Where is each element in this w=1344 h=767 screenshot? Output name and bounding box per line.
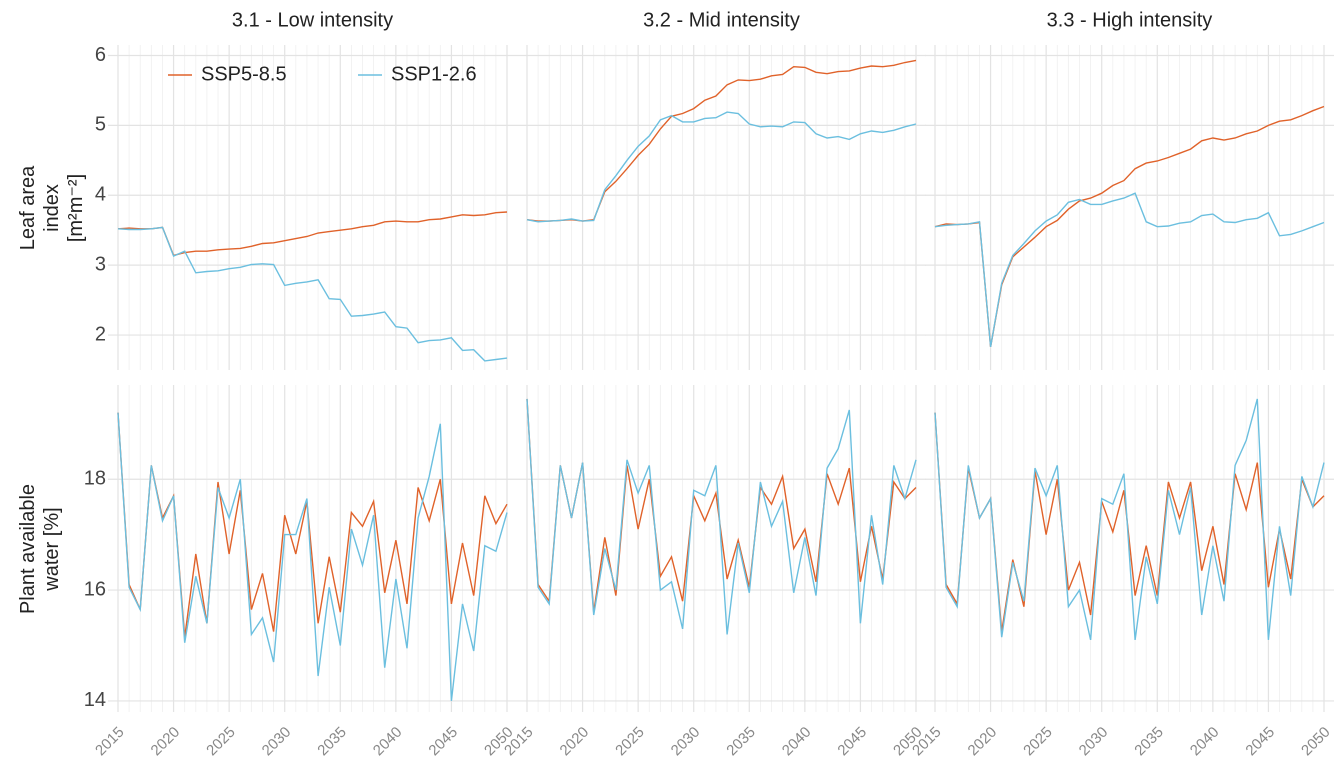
y-tick-label: 6 [95,44,106,66]
x-tick-label: 2035 [723,724,759,760]
x-tick-label: 2020 [557,724,593,760]
series-line [526,111,917,223]
facet-title: 3.2 - Mid intensity [643,9,800,31]
y-tick-label: 5 [95,114,106,136]
legend-label: SSP5-8.5 [201,63,287,85]
x-tick-label: 2035 [1131,724,1167,760]
series-line [934,412,1325,632]
y-tick-label: 14 [84,689,106,711]
series-line [526,398,917,635]
series-line [934,105,1325,348]
y-tick-label: 4 [95,184,106,206]
y-tick-label: 18 [84,468,106,490]
x-tick-label: 2040 [1187,724,1223,760]
x-tick-label: 2020 [148,724,184,760]
x-tick-label: 2045 [834,724,870,760]
series-line [117,412,508,701]
series-line [526,59,917,222]
y-tick-label: 2 [95,323,106,345]
x-tick-label: 2045 [425,724,461,760]
x-tick-label: 2050 [1298,724,1334,760]
x-tick-label: 2045 [1242,724,1278,760]
facet-title: 3.1 - Low intensity [232,9,393,31]
legend-label: SSP1-2.6 [391,63,477,85]
x-tick-label: 2025 [203,724,239,760]
y-axis-title: Plant available water [%] [17,483,63,614]
x-tick-label: 2030 [1076,724,1112,760]
x-tick-label: 2020 [965,724,1001,760]
series-line [934,398,1325,641]
x-tick-label: 2040 [370,724,406,760]
y-tick-label: 3 [95,253,106,275]
x-tick-label: 2025 [612,724,648,760]
x-tick-label: 2025 [1020,724,1056,760]
series-line [117,211,508,257]
series-line [117,226,508,362]
x-tick-label: 2030 [668,724,704,760]
x-tick-label: 2035 [314,724,350,760]
series-line [934,192,1325,348]
x-tick-label: 2030 [259,724,295,760]
x-tick-label: 2015 [92,724,128,760]
y-axis-title: Leaf area index [m²m⁻²] [17,165,87,250]
facet-title: 3.3 - High intensity [1047,9,1213,31]
x-tick-label: 2040 [779,724,815,760]
y-tick-label: 16 [84,578,106,600]
